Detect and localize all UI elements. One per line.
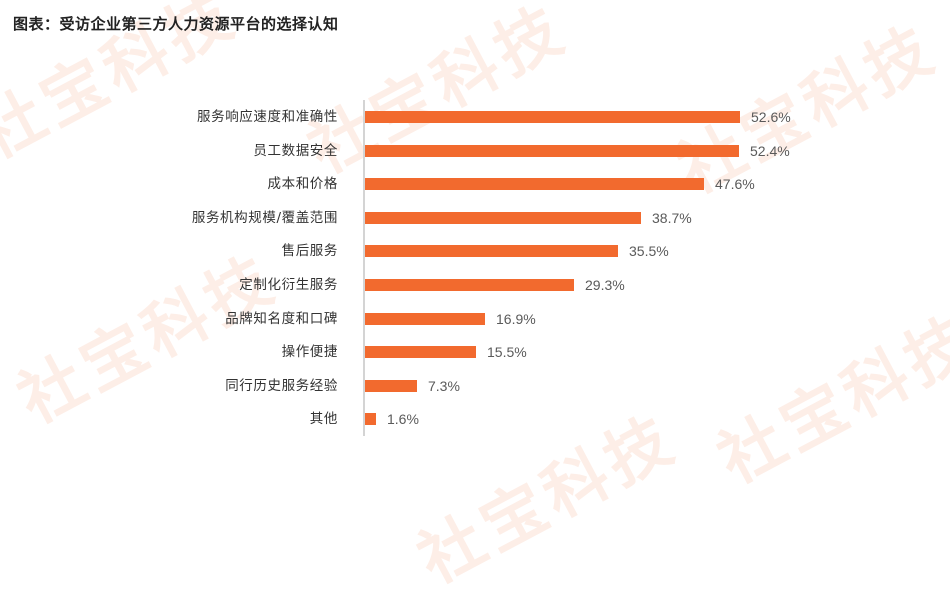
bar-row: 售后服务 35.5% [0,243,950,259]
bar [365,245,618,258]
bar-row: 品牌知名度和口碑 16.9% [0,311,950,327]
value-label: 29.3% [585,277,625,293]
category-label: 服务机构规模/覆盖范围 [191,209,338,226]
bar-row: 服务响应速度和准确性 52.6% [0,109,950,125]
bar [365,178,704,191]
value-label: 47.6% [715,176,755,193]
y-axis-line [363,100,365,436]
bar-row: 其他 1.6% [0,411,950,427]
category-label: 成本和价格 [267,176,338,193]
value-label: 1.6% [387,411,419,428]
value-label: 52.4% [750,142,790,159]
horizontal-bar-chart: 服务响应速度和准确性 52.6% 员工数据安全 52.4% 成本和价格 47.6% 服务机构… [0,100,950,436]
bar-row: 定制化衍生服务 29.3% [0,277,950,293]
bar [365,379,417,392]
bar-row: 操作便捷 15.5% [0,344,950,360]
bar-row: 服务机构规模/覆盖范围 38.7% [0,210,950,226]
bar-row: 同行历史服务经验 7.3% [0,378,950,394]
category-label: 员工数据安全 [253,142,338,159]
category-label: 售后服务 [281,243,338,260]
value-label: 7.3% [428,377,460,394]
category-label: 其他 [309,411,338,428]
value-label: 52.6% [751,109,791,125]
chart-title: 图表：受访企业第三方人力资源平台的选择认知 [13,15,339,33]
category-label: 定制化衍生服务 [239,277,338,293]
value-label: 15.5% [487,344,527,361]
bar [365,346,476,359]
bar [365,279,574,291]
category-label: 同行历史服务经验 [225,377,338,394]
bar [365,312,485,325]
category-label: 操作便捷 [281,344,338,361]
category-label: 服务响应速度和准确性 [197,109,338,125]
value-label: 35.5% [629,243,669,260]
bar [365,111,740,123]
bar [365,413,376,426]
bar [365,144,739,157]
bar-row: 成本和价格 47.6% [0,176,950,192]
bar [365,211,641,224]
bar-row: 员工数据安全 52.4% [0,143,950,159]
category-label: 品牌知名度和口碑 [225,310,338,327]
value-label: 38.7% [652,209,692,226]
value-label: 16.9% [496,310,536,327]
